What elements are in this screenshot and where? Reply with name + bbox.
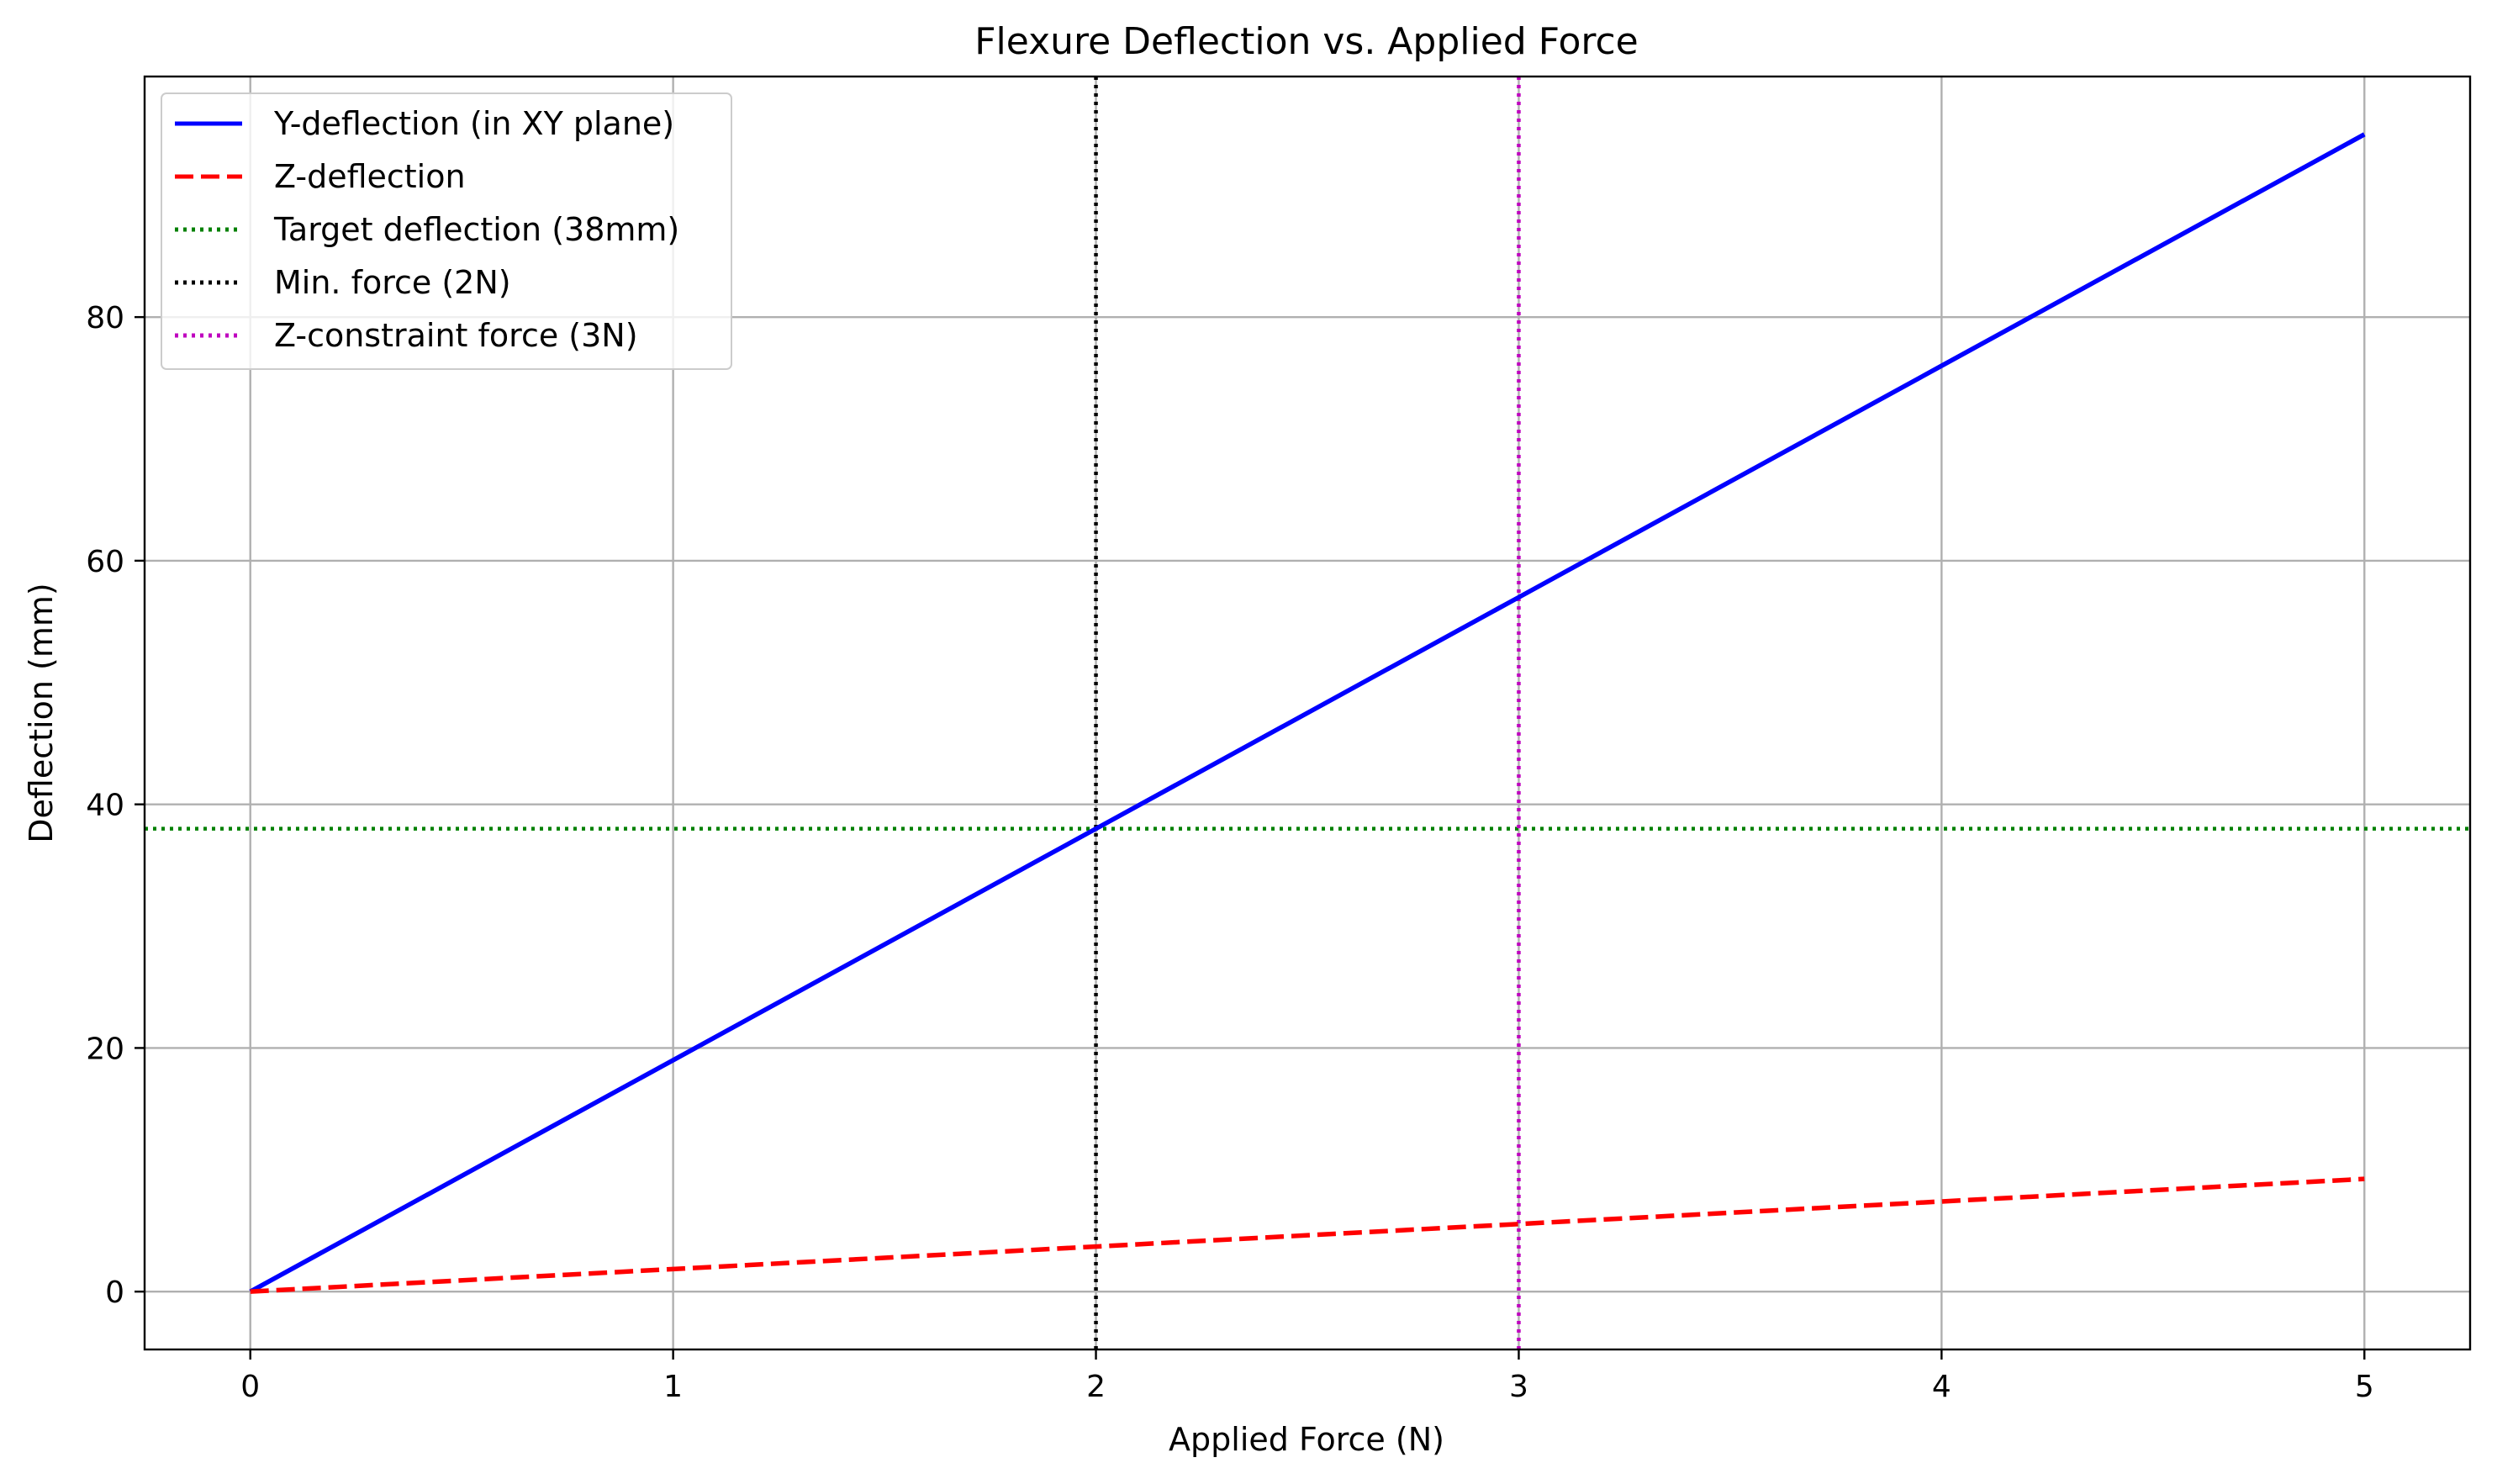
y-tick-label: 80 xyxy=(86,301,124,335)
x-tick-label: 1 xyxy=(663,1370,683,1404)
y-axis-label: Deflection (mm) xyxy=(23,583,60,842)
y-tick-label: 20 xyxy=(86,1032,124,1066)
chart-title: Flexure Deflection vs. Applied Force xyxy=(974,20,1639,63)
legend-label: Z-deflection xyxy=(274,158,466,195)
x-axis-label: Applied Force (N) xyxy=(1169,1421,1444,1458)
legend-label: Z-constraint force (3N) xyxy=(274,317,638,354)
x-tick-label: 3 xyxy=(1509,1370,1528,1404)
legend-label: Min. force (2N) xyxy=(274,264,511,301)
x-tick-label: 0 xyxy=(240,1370,260,1404)
x-tick-label: 4 xyxy=(1932,1370,1951,1404)
y-tick-label: 0 xyxy=(105,1275,124,1310)
y-deflection-line xyxy=(249,132,2366,1294)
legend-label: Y-deflection (in XY plane) xyxy=(273,105,674,142)
reference-lines xyxy=(145,77,2470,1349)
z-deflection-line xyxy=(250,1176,2365,1294)
axis-ticks: 0 1 2 3 4 5 0 20 40 60 80 xyxy=(86,301,2374,1404)
axes-frame xyxy=(143,75,2472,1351)
y-tick-label: 60 xyxy=(86,545,124,579)
legend: Y-deflection (in XY plane) Z-deflection Ta… xyxy=(161,92,732,370)
x-tick-label: 5 xyxy=(2355,1370,2374,1404)
x-tick-label: 2 xyxy=(1086,1370,1106,1404)
legend-label: Target deflection (38mm) xyxy=(273,211,679,248)
y-tick-label: 40 xyxy=(86,789,124,823)
data-series xyxy=(249,132,2366,1294)
legend-box xyxy=(161,92,732,370)
